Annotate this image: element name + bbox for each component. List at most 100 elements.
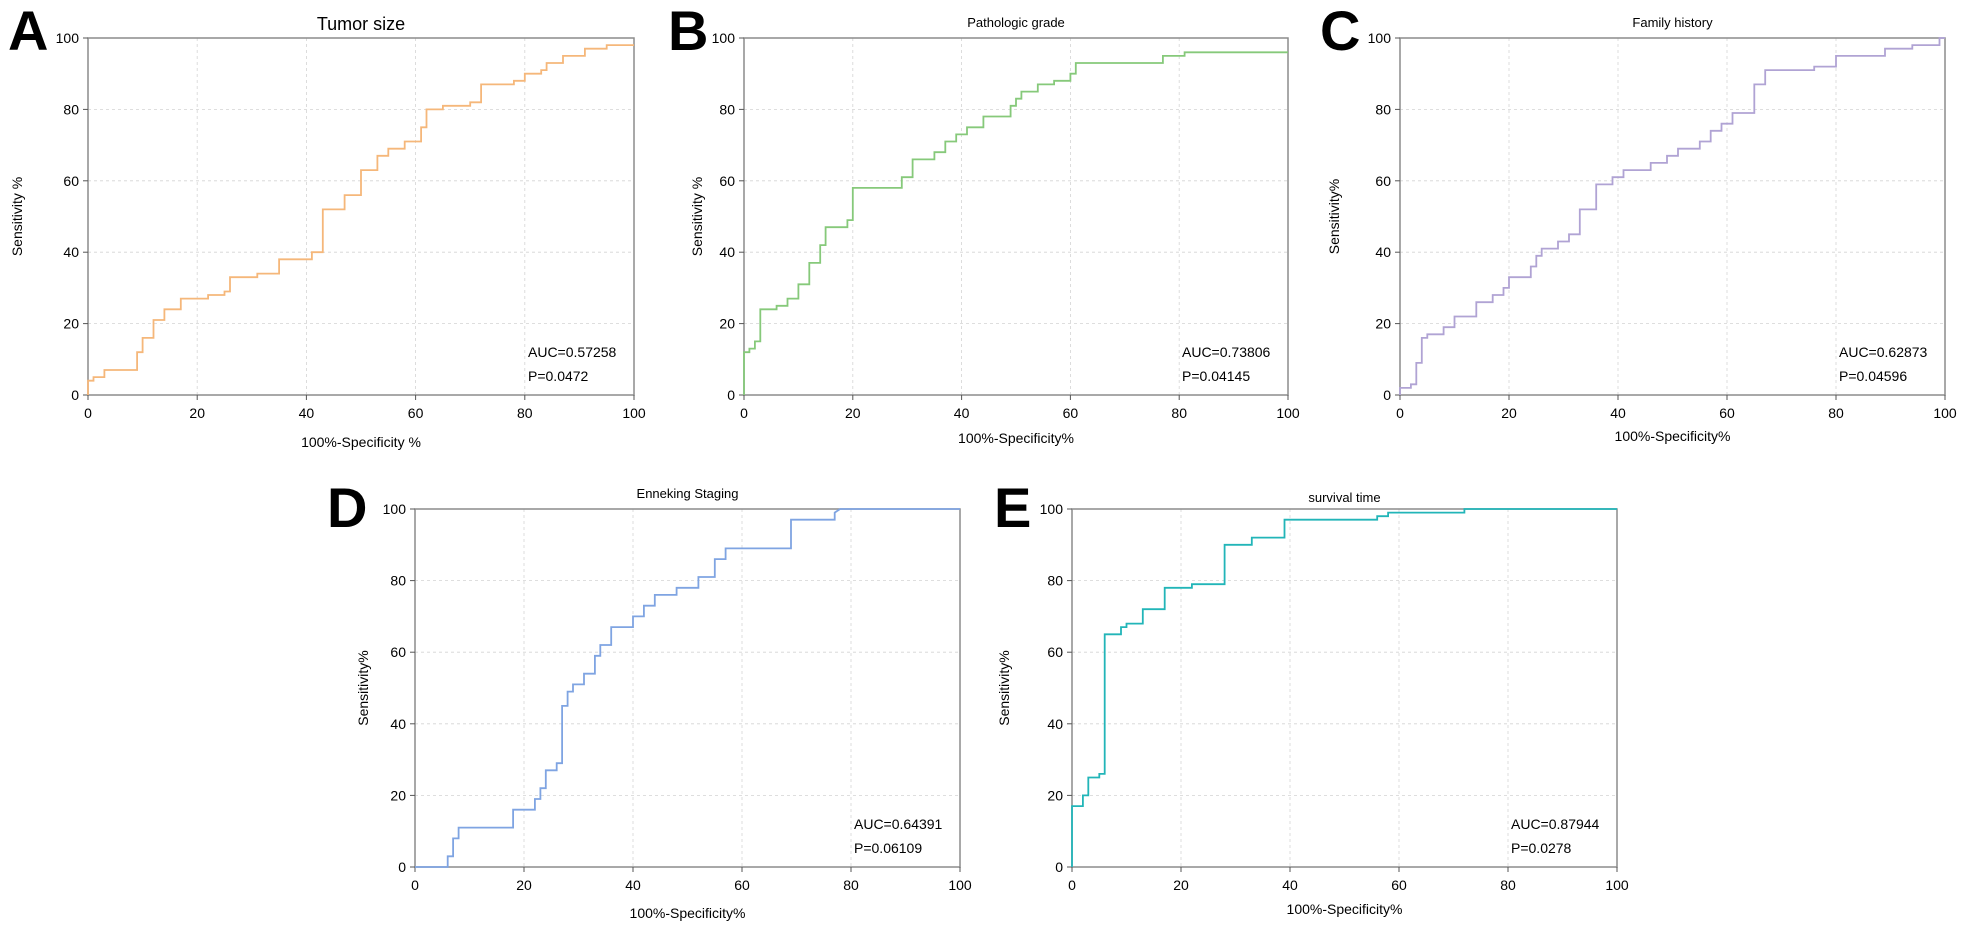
y-tick-label: 60	[390, 644, 406, 660]
y-tick-label: 0	[1055, 859, 1063, 875]
plot-frame	[414, 508, 961, 868]
y-tick-label: 20	[1375, 316, 1391, 332]
x-tick-label: 20	[1501, 405, 1517, 421]
x-tick-label: 60	[734, 877, 750, 893]
p-value-label: P=0.0472	[528, 368, 589, 384]
x-tick-label: 80	[1171, 405, 1187, 421]
p-value-label: P=0.04145	[1182, 368, 1250, 384]
x-tick-label: 100	[1605, 877, 1629, 893]
y-axis-label: Sensitivity%	[355, 650, 371, 725]
x-tick-label: 100	[1276, 405, 1300, 421]
plot-frame	[1399, 37, 1946, 396]
p-value-label: P=0.04596	[1839, 368, 1907, 384]
y-tick-label: 20	[719, 316, 735, 332]
x-tick-label: 40	[625, 877, 641, 893]
y-tick-label: 100	[1040, 501, 1064, 517]
chart-title: Family history	[1632, 15, 1713, 30]
y-tick-label: 40	[719, 244, 735, 260]
y-tick-label: 40	[1047, 716, 1063, 732]
x-tick-label: 60	[1719, 405, 1735, 421]
x-tick-label: 40	[954, 405, 970, 421]
y-tick-label: 100	[383, 501, 407, 517]
chart-panel-d: D Enneking Staging 0 20 40 60 80 100 0 20 40 60 80 10…	[327, 476, 972, 921]
y-tick-label: 80	[1375, 101, 1391, 117]
roc-curve-line	[1071, 508, 1617, 867]
y-tick-label: 40	[1375, 244, 1391, 260]
y-tick-label: 80	[390, 573, 406, 589]
chart-panel-b: B Pathologic grade 0 20 40 60 80 100 0 20 40 60 80 10…	[668, 0, 1300, 446]
panel-letter: B	[668, 0, 708, 62]
y-tick-label: 40	[390, 716, 406, 732]
x-tick-label: 20	[516, 877, 532, 893]
y-tick-label: 0	[71, 387, 79, 403]
y-tick-label: 60	[719, 173, 735, 189]
p-value-label: P=0.06109	[854, 840, 922, 856]
roc-curve-line	[743, 51, 1288, 395]
x-tick-label: 60	[1391, 877, 1407, 893]
x-tick-label: 20	[845, 405, 861, 421]
x-tick-label: 0	[84, 405, 92, 421]
x-tick-label: 20	[1173, 877, 1189, 893]
x-tick-label: 40	[1610, 405, 1626, 421]
x-tick-label: 80	[517, 405, 533, 421]
x-tick-label: 100	[948, 877, 972, 893]
y-tick-label: 100	[712, 30, 736, 46]
x-tick-label: 80	[1500, 877, 1516, 893]
x-tick-label: 100	[622, 405, 646, 421]
auc-label: AUC=0.87944	[1511, 816, 1600, 832]
panel-letter: D	[327, 476, 367, 539]
y-tick-label: 40	[63, 244, 79, 260]
roc-curve-line	[1399, 37, 1945, 395]
chart-title: survival time	[1308, 490, 1380, 505]
x-axis-label: 100%-Specificity%	[1287, 901, 1403, 917]
auc-label: AUC=0.62873	[1839, 344, 1928, 360]
x-tick-label: 0	[1396, 405, 1404, 421]
x-tick-label: 20	[189, 405, 205, 421]
y-tick-label: 80	[1047, 573, 1063, 589]
auc-label: AUC=0.57258	[528, 344, 617, 360]
x-tick-label: 100	[1933, 405, 1957, 421]
x-tick-label: 0	[411, 877, 419, 893]
y-tick-label: 0	[1383, 387, 1391, 403]
y-tick-label: 20	[390, 787, 406, 803]
x-axis-label: 100%-Specificity %	[301, 434, 421, 450]
x-tick-label: 40	[1282, 877, 1298, 893]
y-tick-label: 80	[63, 101, 79, 117]
x-tick-label: 60	[1063, 405, 1079, 421]
y-tick-label: 20	[63, 316, 79, 332]
y-tick-label: 20	[1047, 787, 1063, 803]
plot-frame	[743, 37, 1289, 396]
roc-curve-line	[87, 44, 634, 395]
y-tick-label: 0	[398, 859, 406, 875]
x-tick-label: 0	[1068, 877, 1076, 893]
roc-curve-line	[415, 508, 960, 868]
auc-label: AUC=0.73806	[1182, 344, 1271, 360]
x-tick-label: 60	[408, 405, 424, 421]
x-tick-label: 80	[843, 877, 859, 893]
chart-title: Enneking Staging	[637, 486, 739, 501]
y-tick-label: 100	[56, 30, 80, 46]
y-axis-label: Sensitivity %	[689, 177, 705, 256]
chart-panel-c: C Family history 0 20 40 60 80 100 0 20 40 60 80 100 1…	[1320, 0, 1957, 444]
y-axis-label: Sensitivity%	[1326, 179, 1342, 254]
y-tick-label: 60	[63, 173, 79, 189]
y-tick-label: 60	[1047, 644, 1063, 660]
auc-label: AUC=0.64391	[854, 816, 943, 832]
chart-title: Tumor size	[317, 14, 405, 34]
x-axis-label: 100%-Specificity%	[630, 905, 746, 921]
panel-letter: C	[1320, 0, 1360, 62]
chart-title: Pathologic grade	[967, 15, 1065, 30]
plot-frame	[87, 37, 635, 396]
x-tick-label: 0	[740, 405, 748, 421]
p-value-label: P=0.0278	[1511, 840, 1572, 856]
y-tick-label: 100	[1368, 30, 1392, 46]
x-tick-label: 40	[299, 405, 315, 421]
chart-panel-a: A Tumor size 0 20 40 60 80 100 0 20 40 60 80 100 100%-…	[8, 0, 646, 450]
x-axis-label: 100%-Specificity%	[1615, 428, 1731, 444]
y-tick-label: 80	[719, 101, 735, 117]
y-tick-label: 60	[1375, 173, 1391, 189]
y-axis-label: Sensitivity%	[996, 650, 1012, 725]
panel-letter: E	[994, 476, 1031, 539]
